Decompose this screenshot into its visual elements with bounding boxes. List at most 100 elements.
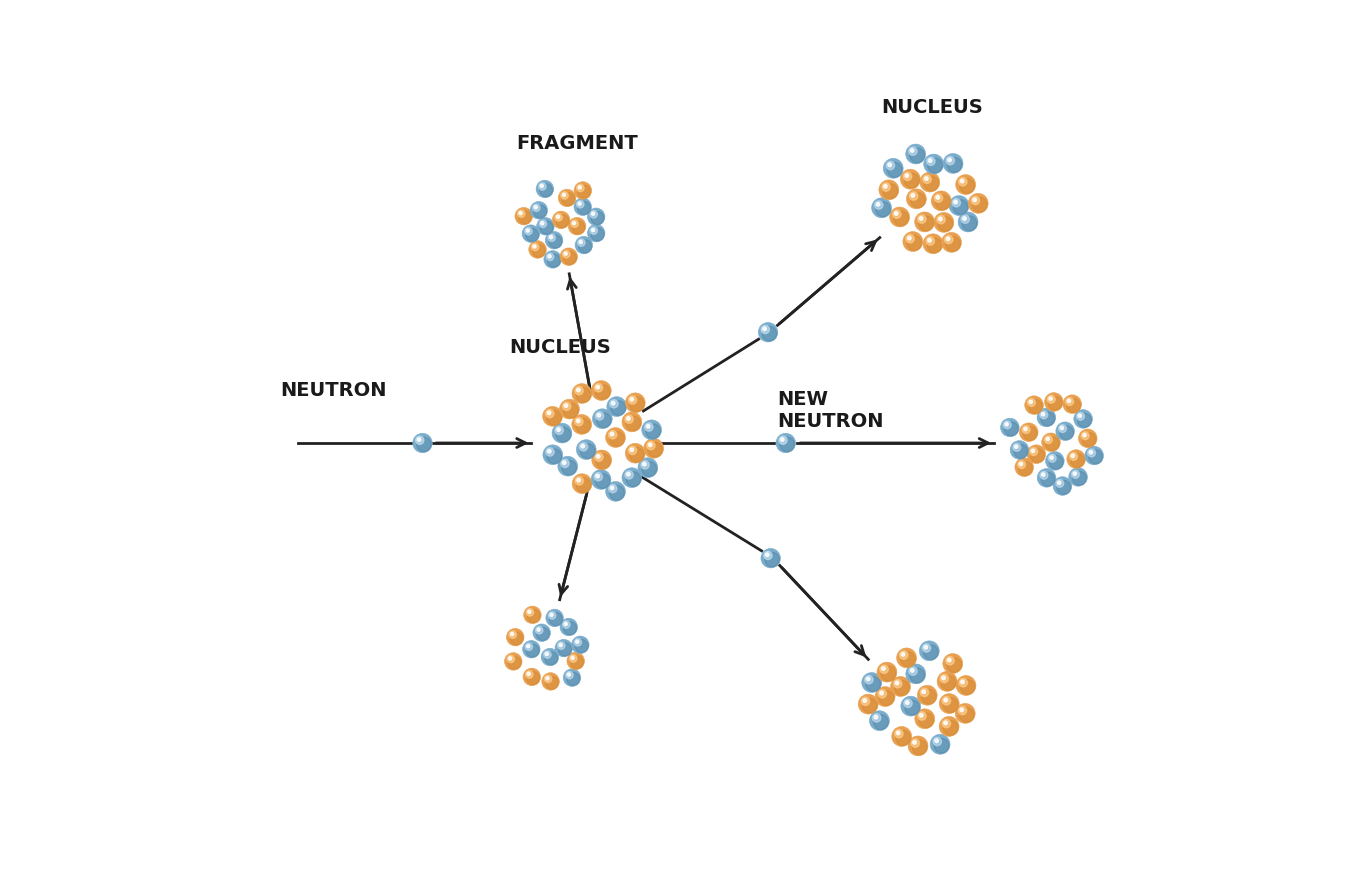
Circle shape — [645, 423, 653, 431]
Circle shape — [904, 173, 919, 188]
Circle shape — [594, 384, 602, 392]
Circle shape — [945, 237, 960, 252]
Circle shape — [547, 254, 560, 268]
Text: NEW
NEUTRON: NEW NEUTRON — [776, 390, 883, 431]
Circle shape — [938, 216, 953, 231]
Circle shape — [942, 676, 945, 680]
Circle shape — [896, 731, 900, 734]
Circle shape — [927, 237, 942, 253]
Circle shape — [547, 410, 562, 425]
Circle shape — [953, 199, 968, 214]
Circle shape — [895, 212, 898, 215]
Circle shape — [923, 645, 938, 660]
Circle shape — [946, 657, 961, 672]
Circle shape — [591, 381, 612, 400]
Circle shape — [926, 237, 934, 245]
Circle shape — [564, 404, 568, 408]
Circle shape — [528, 610, 531, 613]
Circle shape — [609, 431, 617, 439]
Circle shape — [907, 237, 911, 240]
Circle shape — [525, 643, 532, 650]
Circle shape — [915, 709, 934, 728]
Circle shape — [1060, 426, 1064, 430]
Circle shape — [865, 675, 873, 684]
Circle shape — [552, 211, 570, 229]
Circle shape — [1041, 472, 1054, 486]
Circle shape — [595, 454, 610, 469]
Circle shape — [591, 450, 612, 470]
Circle shape — [547, 411, 551, 415]
Circle shape — [545, 231, 563, 249]
Circle shape — [1083, 432, 1096, 447]
Circle shape — [558, 642, 566, 649]
Circle shape — [960, 179, 975, 193]
Circle shape — [629, 447, 644, 462]
Circle shape — [643, 462, 647, 466]
Circle shape — [882, 183, 890, 191]
Circle shape — [575, 477, 583, 485]
Circle shape — [873, 715, 888, 730]
Circle shape — [909, 667, 917, 675]
Circle shape — [533, 204, 540, 212]
Circle shape — [647, 441, 655, 450]
Circle shape — [923, 176, 938, 191]
Circle shape — [572, 474, 591, 494]
Circle shape — [1019, 423, 1038, 441]
Circle shape — [537, 218, 555, 235]
Circle shape — [910, 669, 914, 672]
Circle shape — [579, 240, 591, 253]
Circle shape — [1068, 400, 1071, 402]
Circle shape — [548, 612, 556, 619]
Circle shape — [946, 157, 954, 165]
Circle shape — [560, 248, 578, 266]
Circle shape — [888, 163, 891, 167]
Circle shape — [918, 216, 934, 231]
Circle shape — [1048, 395, 1056, 403]
Circle shape — [882, 666, 896, 681]
Circle shape — [576, 478, 580, 482]
Circle shape — [570, 655, 576, 662]
Circle shape — [923, 154, 944, 174]
Circle shape — [645, 424, 660, 439]
Circle shape — [606, 481, 625, 501]
Circle shape — [1030, 448, 1045, 462]
Circle shape — [863, 698, 878, 713]
Circle shape — [759, 323, 778, 342]
Circle shape — [587, 208, 605, 226]
Circle shape — [563, 621, 570, 628]
Circle shape — [1060, 425, 1073, 439]
Circle shape — [960, 708, 964, 711]
Circle shape — [1058, 424, 1066, 432]
Circle shape — [526, 672, 540, 685]
Circle shape — [944, 721, 948, 725]
Circle shape — [1040, 471, 1048, 479]
Circle shape — [906, 144, 926, 164]
Circle shape — [526, 610, 540, 623]
Circle shape — [927, 158, 942, 173]
Circle shape — [948, 158, 963, 173]
Circle shape — [1079, 414, 1081, 417]
Circle shape — [578, 201, 590, 214]
Circle shape — [548, 234, 555, 242]
Circle shape — [505, 653, 522, 670]
Circle shape — [894, 680, 902, 688]
Circle shape — [552, 424, 572, 443]
Circle shape — [948, 158, 952, 162]
Text: NUCLEUS: NUCLEUS — [882, 98, 983, 117]
Circle shape — [1041, 412, 1054, 426]
Circle shape — [921, 688, 929, 696]
Circle shape — [526, 609, 533, 616]
Circle shape — [892, 210, 900, 218]
Circle shape — [1018, 461, 1026, 469]
Circle shape — [609, 485, 617, 493]
Circle shape — [571, 657, 574, 659]
Circle shape — [952, 198, 960, 207]
Circle shape — [416, 436, 424, 445]
Circle shape — [1062, 395, 1081, 414]
Circle shape — [903, 699, 913, 708]
Circle shape — [597, 414, 601, 417]
Circle shape — [899, 651, 909, 659]
Circle shape — [533, 624, 551, 641]
Circle shape — [529, 241, 547, 258]
Circle shape — [544, 651, 551, 658]
